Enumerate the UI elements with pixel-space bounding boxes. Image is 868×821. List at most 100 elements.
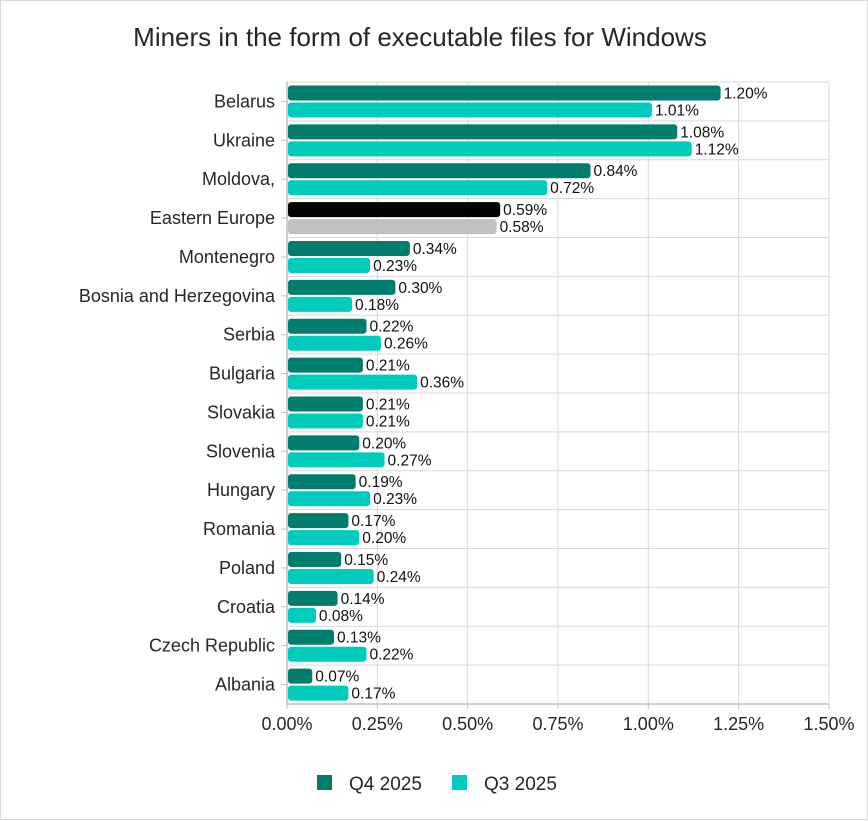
bar-q3[interactable] [288, 335, 381, 351]
category-label: Montenegro [179, 247, 275, 267]
legend-swatch [317, 775, 332, 790]
bar-q4[interactable] [288, 629, 334, 645]
bar-q3[interactable] [288, 180, 548, 196]
category-label: Poland [219, 558, 275, 578]
data-label: 1.12% [695, 141, 739, 158]
legend[interactable]: Q4 2025 Q3 2025 [317, 774, 557, 795]
bar-q3[interactable] [288, 568, 374, 584]
bar-q3[interactable] [288, 491, 371, 507]
bar-q3[interactable] [288, 685, 349, 701]
category-label: Slovakia [207, 402, 276, 422]
category-label: Bulgaria [209, 364, 276, 384]
bar-q4[interactable] [288, 396, 363, 412]
legend-label: Q3 2025 [484, 774, 557, 795]
data-label: 0.23% [373, 258, 417, 275]
bar-q4[interactable] [288, 240, 410, 256]
x-tick-label: 1.25% [713, 714, 764, 734]
bar-q3[interactable] [288, 413, 363, 429]
data-label: 0.14% [341, 591, 385, 608]
data-label: 0.22% [369, 647, 413, 664]
legend-item-q3[interactable]: Q3 2025 [452, 774, 557, 795]
x-tick-label: 1.00% [623, 714, 674, 734]
bar-q3[interactable] [288, 374, 418, 390]
data-label: 0.17% [351, 513, 395, 530]
data-label: 0.20% [362, 530, 406, 547]
category-label: Ukraine [213, 130, 275, 150]
data-label: 1.20% [724, 85, 768, 102]
bar-q3[interactable] [288, 607, 316, 623]
data-label: 0.20% [362, 435, 406, 452]
data-label: 0.21% [366, 358, 410, 375]
bar-q4[interactable] [288, 124, 678, 140]
data-label: 0.26% [384, 336, 428, 353]
bar-q4[interactable] [288, 435, 360, 451]
data-label: 0.23% [373, 491, 417, 508]
bar-q4[interactable] [288, 474, 356, 490]
gridlines [281, 81, 830, 709]
category-label: Czech Republic [149, 636, 275, 656]
bar-q4[interactable] [288, 513, 349, 529]
chart-title: Miners in the form of executable files f… [133, 22, 707, 52]
data-label: 0.36% [420, 375, 464, 392]
category-label: Serbia [223, 325, 276, 345]
data-label: 0.21% [366, 413, 410, 430]
legend-label: Q4 2025 [349, 774, 422, 795]
bar-q3[interactable] [288, 646, 367, 662]
data-label: 0.18% [355, 297, 399, 314]
category-label: Croatia [217, 597, 276, 617]
bar-q4[interactable] [288, 551, 342, 567]
bar-q4[interactable] [288, 279, 396, 295]
x-tick-label: 0.25% [352, 714, 403, 734]
bar-q4[interactable] [288, 202, 501, 218]
bar-q3[interactable] [288, 257, 371, 273]
data-label: 0.30% [398, 280, 442, 297]
x-tick-label: 0.50% [442, 714, 493, 734]
data-label: 0.34% [413, 241, 457, 258]
category-label: Albania [215, 675, 276, 695]
x-tick-label: 1.50% [803, 714, 854, 734]
bar-q4[interactable] [288, 318, 367, 334]
category-label: Moldova, [202, 169, 275, 189]
bar-q3[interactable] [288, 452, 385, 468]
bar-q3[interactable] [288, 296, 353, 312]
bar-q3[interactable] [288, 530, 360, 546]
bar-q4[interactable] [288, 357, 363, 373]
data-label: 0.59% [503, 202, 547, 219]
category-label: Romania [203, 519, 276, 539]
data-label: 0.58% [500, 219, 544, 236]
category-label: Belarus [214, 91, 275, 111]
category-label: Eastern Europe [150, 208, 275, 228]
bar-q4[interactable] [288, 668, 313, 684]
bar-q4[interactable] [288, 590, 338, 606]
category-label: Hungary [207, 480, 275, 500]
data-label: 0.21% [366, 396, 410, 413]
data-label: 0.72% [550, 180, 594, 197]
data-label: 0.22% [369, 319, 413, 336]
data-label: 0.27% [388, 452, 432, 469]
data-label: 1.08% [680, 124, 724, 141]
bar-q3[interactable] [288, 141, 692, 157]
data-label: 0.19% [359, 474, 403, 491]
legend-item-q4[interactable]: Q4 2025 [317, 774, 422, 795]
category-label: Bosnia and Herzegovina [79, 286, 276, 306]
data-label: 0.84% [594, 163, 638, 180]
bar-q4[interactable] [288, 163, 591, 179]
category-label: Slovenia [206, 441, 276, 461]
data-label: 0.07% [315, 669, 359, 686]
legend-swatch [452, 775, 467, 790]
x-axis: 0.00% 0.25% 0.50% 0.75% 1.00% 1.25% 1.50% [261, 714, 854, 734]
data-label: 0.24% [377, 569, 421, 586]
bar-q3[interactable] [288, 219, 497, 235]
x-tick-label: 0.00% [261, 714, 312, 734]
data-label: 0.13% [337, 630, 381, 647]
data-label: 0.08% [319, 608, 363, 625]
category-labels: Belarus Ukraine Moldova, Eastern Europe Mont… [79, 91, 276, 694]
x-tick-label: 0.75% [532, 714, 583, 734]
bar-q3[interactable] [288, 102, 652, 118]
data-label: 0.15% [344, 552, 388, 569]
bars: 1.20% 1.01% 1.08%1.12% 0.84%0.72%0.59%0.58%… [288, 85, 768, 703]
bar-q4[interactable] [288, 85, 721, 101]
data-label: 1.01% [655, 102, 699, 119]
